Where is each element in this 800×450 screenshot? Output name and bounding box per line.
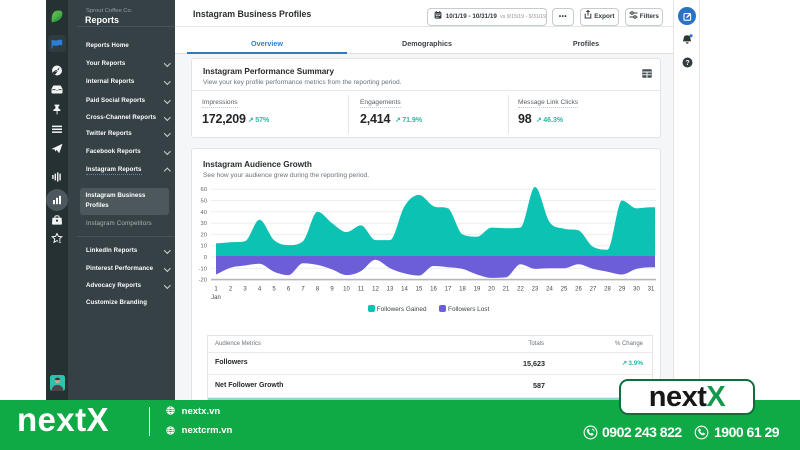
svg-text:17: 17 xyxy=(445,287,452,293)
svg-text:30: 30 xyxy=(633,287,640,293)
svg-text:28: 28 xyxy=(604,287,611,293)
svg-text:-10: -10 xyxy=(199,266,207,272)
svg-text:27: 27 xyxy=(590,287,597,293)
svg-text:4: 4 xyxy=(258,287,262,293)
svg-text:6: 6 xyxy=(287,287,291,293)
svg-text:13: 13 xyxy=(387,287,394,293)
svg-text:60: 60 xyxy=(201,187,207,193)
svg-text:50: 50 xyxy=(201,199,207,205)
svg-text:23: 23 xyxy=(532,287,539,293)
svg-text:10: 10 xyxy=(343,287,350,293)
svg-text:8: 8 xyxy=(316,287,320,293)
svg-text:19: 19 xyxy=(474,287,481,293)
svg-text:20: 20 xyxy=(488,287,495,293)
svg-text:18: 18 xyxy=(459,287,466,293)
svg-text:29: 29 xyxy=(619,287,626,293)
svg-text:Jan: Jan xyxy=(211,295,221,301)
svg-text:5: 5 xyxy=(272,287,276,293)
svg-text:14: 14 xyxy=(401,287,408,293)
svg-text:1: 1 xyxy=(214,287,218,293)
svg-text:12: 12 xyxy=(372,287,379,293)
svg-text:9: 9 xyxy=(330,287,334,293)
svg-text:20: 20 xyxy=(201,232,207,238)
svg-text:0: 0 xyxy=(204,255,207,261)
svg-text:30: 30 xyxy=(201,221,207,227)
svg-text:24: 24 xyxy=(546,287,553,293)
svg-text:22: 22 xyxy=(517,287,524,293)
svg-text:21: 21 xyxy=(503,287,510,293)
svg-text:10: 10 xyxy=(201,244,207,250)
svg-text:26: 26 xyxy=(575,287,582,293)
svg-text:40: 40 xyxy=(201,210,207,216)
svg-text:11: 11 xyxy=(358,287,365,293)
svg-text:25: 25 xyxy=(561,287,568,293)
svg-text:2: 2 xyxy=(229,287,233,293)
svg-text:7: 7 xyxy=(301,287,305,293)
svg-text:?: ? xyxy=(685,60,689,67)
svg-text:-20: -20 xyxy=(199,278,207,284)
svg-text:3: 3 xyxy=(243,287,247,293)
svg-text:31: 31 xyxy=(648,287,655,293)
svg-text:16: 16 xyxy=(430,287,437,293)
svg-text:15: 15 xyxy=(416,287,423,293)
